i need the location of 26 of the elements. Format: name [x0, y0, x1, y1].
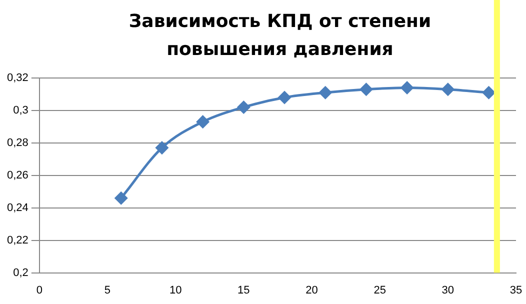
- y-tick-label: 0,24: [6, 202, 28, 214]
- point: [482, 86, 496, 99]
- x-tick-label: 25: [374, 284, 386, 296]
- point: [237, 100, 250, 114]
- x-tick-label: 35: [510, 284, 522, 296]
- point: [400, 81, 414, 94]
- x-tick-label: 0: [36, 284, 42, 296]
- x-tick-label: 10: [169, 284, 182, 296]
- point: [442, 83, 454, 96]
- point: [278, 91, 291, 104]
- x-tick-label: 5: [104, 284, 111, 296]
- x-tick-label: 30: [442, 284, 454, 296]
- y-tick-label: 0,22: [6, 234, 28, 246]
- y-tick-label: 0,26: [6, 169, 28, 182]
- chart-title: Зависимость КПД от степени повышения давления: [128, 10, 432, 62]
- x-tick-label: 15: [238, 284, 250, 296]
- point: [156, 142, 168, 154]
- y-tick-label: 0,32: [6, 72, 28, 84]
- point: [360, 83, 372, 96]
- point: [114, 192, 128, 204]
- point: [196, 116, 210, 128]
- x-tick-label: 20: [306, 284, 318, 296]
- y-tick-label: 0,2: [13, 266, 28, 279]
- y-tick-label: 0,28: [6, 136, 28, 149]
- point: [319, 86, 332, 99]
- y-tick-label: 0,3: [13, 104, 28, 116]
